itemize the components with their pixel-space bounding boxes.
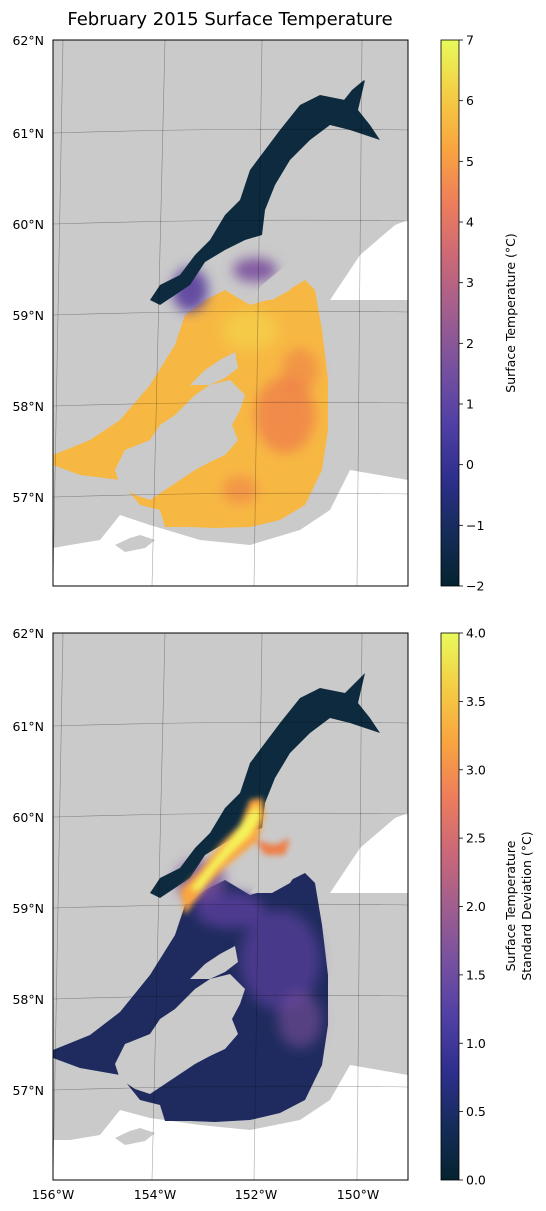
top-lat-labels: 62°N 61°N 60°N 59°N 58°N 57°N	[12, 33, 44, 505]
lat-label: 59°N	[12, 901, 44, 916]
top-map-frame	[52, 39, 409, 587]
kodiak-island	[115, 380, 245, 500]
warm-patch	[222, 476, 258, 504]
std-patch	[278, 992, 322, 1048]
colorbar-tick-label: 4.0	[466, 626, 486, 641]
colorbar-tick-label: 0	[466, 457, 474, 472]
warm-patch	[282, 348, 318, 392]
colorbar-tick-label: 3.5	[466, 694, 486, 709]
island	[115, 535, 155, 552]
bottom-colorbar: 4.0 3.5 3.0 2.5 2.0 1.5 1.0 0.5 0.0 Surface Temp…	[440, 626, 534, 1188]
colorbar-tick-label: 6	[466, 93, 474, 108]
lon-label: 156°W	[32, 1187, 74, 1202]
colorbar-tick-label: −1	[466, 518, 484, 533]
open-water	[53, 470, 408, 586]
lat-label: 57°N	[12, 490, 44, 505]
lon-label: 154°W	[134, 1187, 176, 1202]
colorbar-tick-label: 0.0	[466, 1173, 486, 1188]
lon-label: 150°W	[337, 1187, 379, 1202]
lat-label: 58°N	[12, 992, 44, 1007]
cook-inlet-cold-water	[150, 80, 380, 305]
graticule	[53, 633, 408, 1180]
bottom-map-frame	[52, 632, 409, 1181]
kodiak-island	[115, 974, 245, 1094]
colorbar-gradient	[440, 632, 460, 1181]
colorbar-tick-label: 2	[466, 336, 474, 351]
colorbar-tick-label: 0.5	[466, 1104, 486, 1119]
colorbar-tick-label: 1.5	[466, 967, 486, 982]
kenai-peninsula	[250, 258, 300, 300]
top-map	[53, 40, 408, 586]
inlet-arm	[340, 80, 364, 105]
colorbar-tick-label: 2.0	[466, 899, 486, 914]
colorbar-tick-label: 7	[466, 33, 474, 48]
afognak-island	[190, 946, 238, 979]
lat-label: 59°N	[12, 308, 44, 323]
lat-label: 58°N	[12, 399, 44, 414]
bottom-lat-labels: 62°N 61°N 60°N 59°N 58°N 57°N	[12, 626, 44, 1098]
lat-label: 62°N	[12, 33, 44, 48]
open-water-coast	[330, 813, 408, 893]
colorbar-tick-label: 3	[466, 275, 474, 290]
lat-label: 61°N	[12, 126, 44, 141]
open-water	[53, 1065, 408, 1180]
colorbar-label: Surface Temperature (°C)	[503, 233, 518, 392]
colorbar-gradient	[440, 39, 460, 587]
lat-label: 60°N	[12, 810, 44, 825]
colorbar-tick-label: 1.0	[466, 1036, 486, 1051]
colorbar-tick-label: 1	[466, 397, 474, 412]
warm-patch	[255, 377, 315, 453]
lat-label: 61°N	[12, 719, 44, 734]
warm-patch	[222, 310, 278, 350]
kenai-peninsula	[250, 851, 300, 893]
colorbar-tick-label: 3.0	[466, 762, 486, 777]
high-std-core	[190, 805, 260, 890]
afognak-island	[190, 352, 238, 385]
high-std-streak	[255, 838, 290, 855]
figure-title: February 2015 Surface Temperature	[67, 9, 392, 30]
top-colorbar: 7 6 5 4 3 2 1 0 −1 −2 Surface Temperature (°C)	[440, 33, 518, 594]
colorbar-tick-label: −2	[466, 579, 484, 594]
colorbar-tick-label: 5	[466, 154, 474, 169]
lon-labels: 156°W 154°W 152°W 150°W	[32, 1187, 379, 1202]
purple-patch	[233, 258, 277, 282]
colorbar-tick-label: 2.5	[466, 831, 486, 846]
lat-label: 57°N	[12, 1083, 44, 1098]
colorbar-tick-label: 4	[466, 215, 474, 230]
open-water-coast	[330, 220, 408, 300]
graticule	[53, 40, 408, 586]
lon-label: 152°W	[235, 1187, 277, 1202]
std-patch	[195, 892, 265, 928]
lat-label: 62°N	[12, 626, 44, 641]
std-patch	[240, 910, 320, 1010]
cook-inlet-cold-water	[150, 673, 380, 898]
colorbar-label: Surface Temperature	[503, 840, 518, 971]
lat-label: 60°N	[12, 217, 44, 232]
bottom-map	[53, 633, 408, 1180]
colorbar-label: Standard Deviation (°C)	[519, 831, 534, 980]
island	[115, 1128, 155, 1145]
